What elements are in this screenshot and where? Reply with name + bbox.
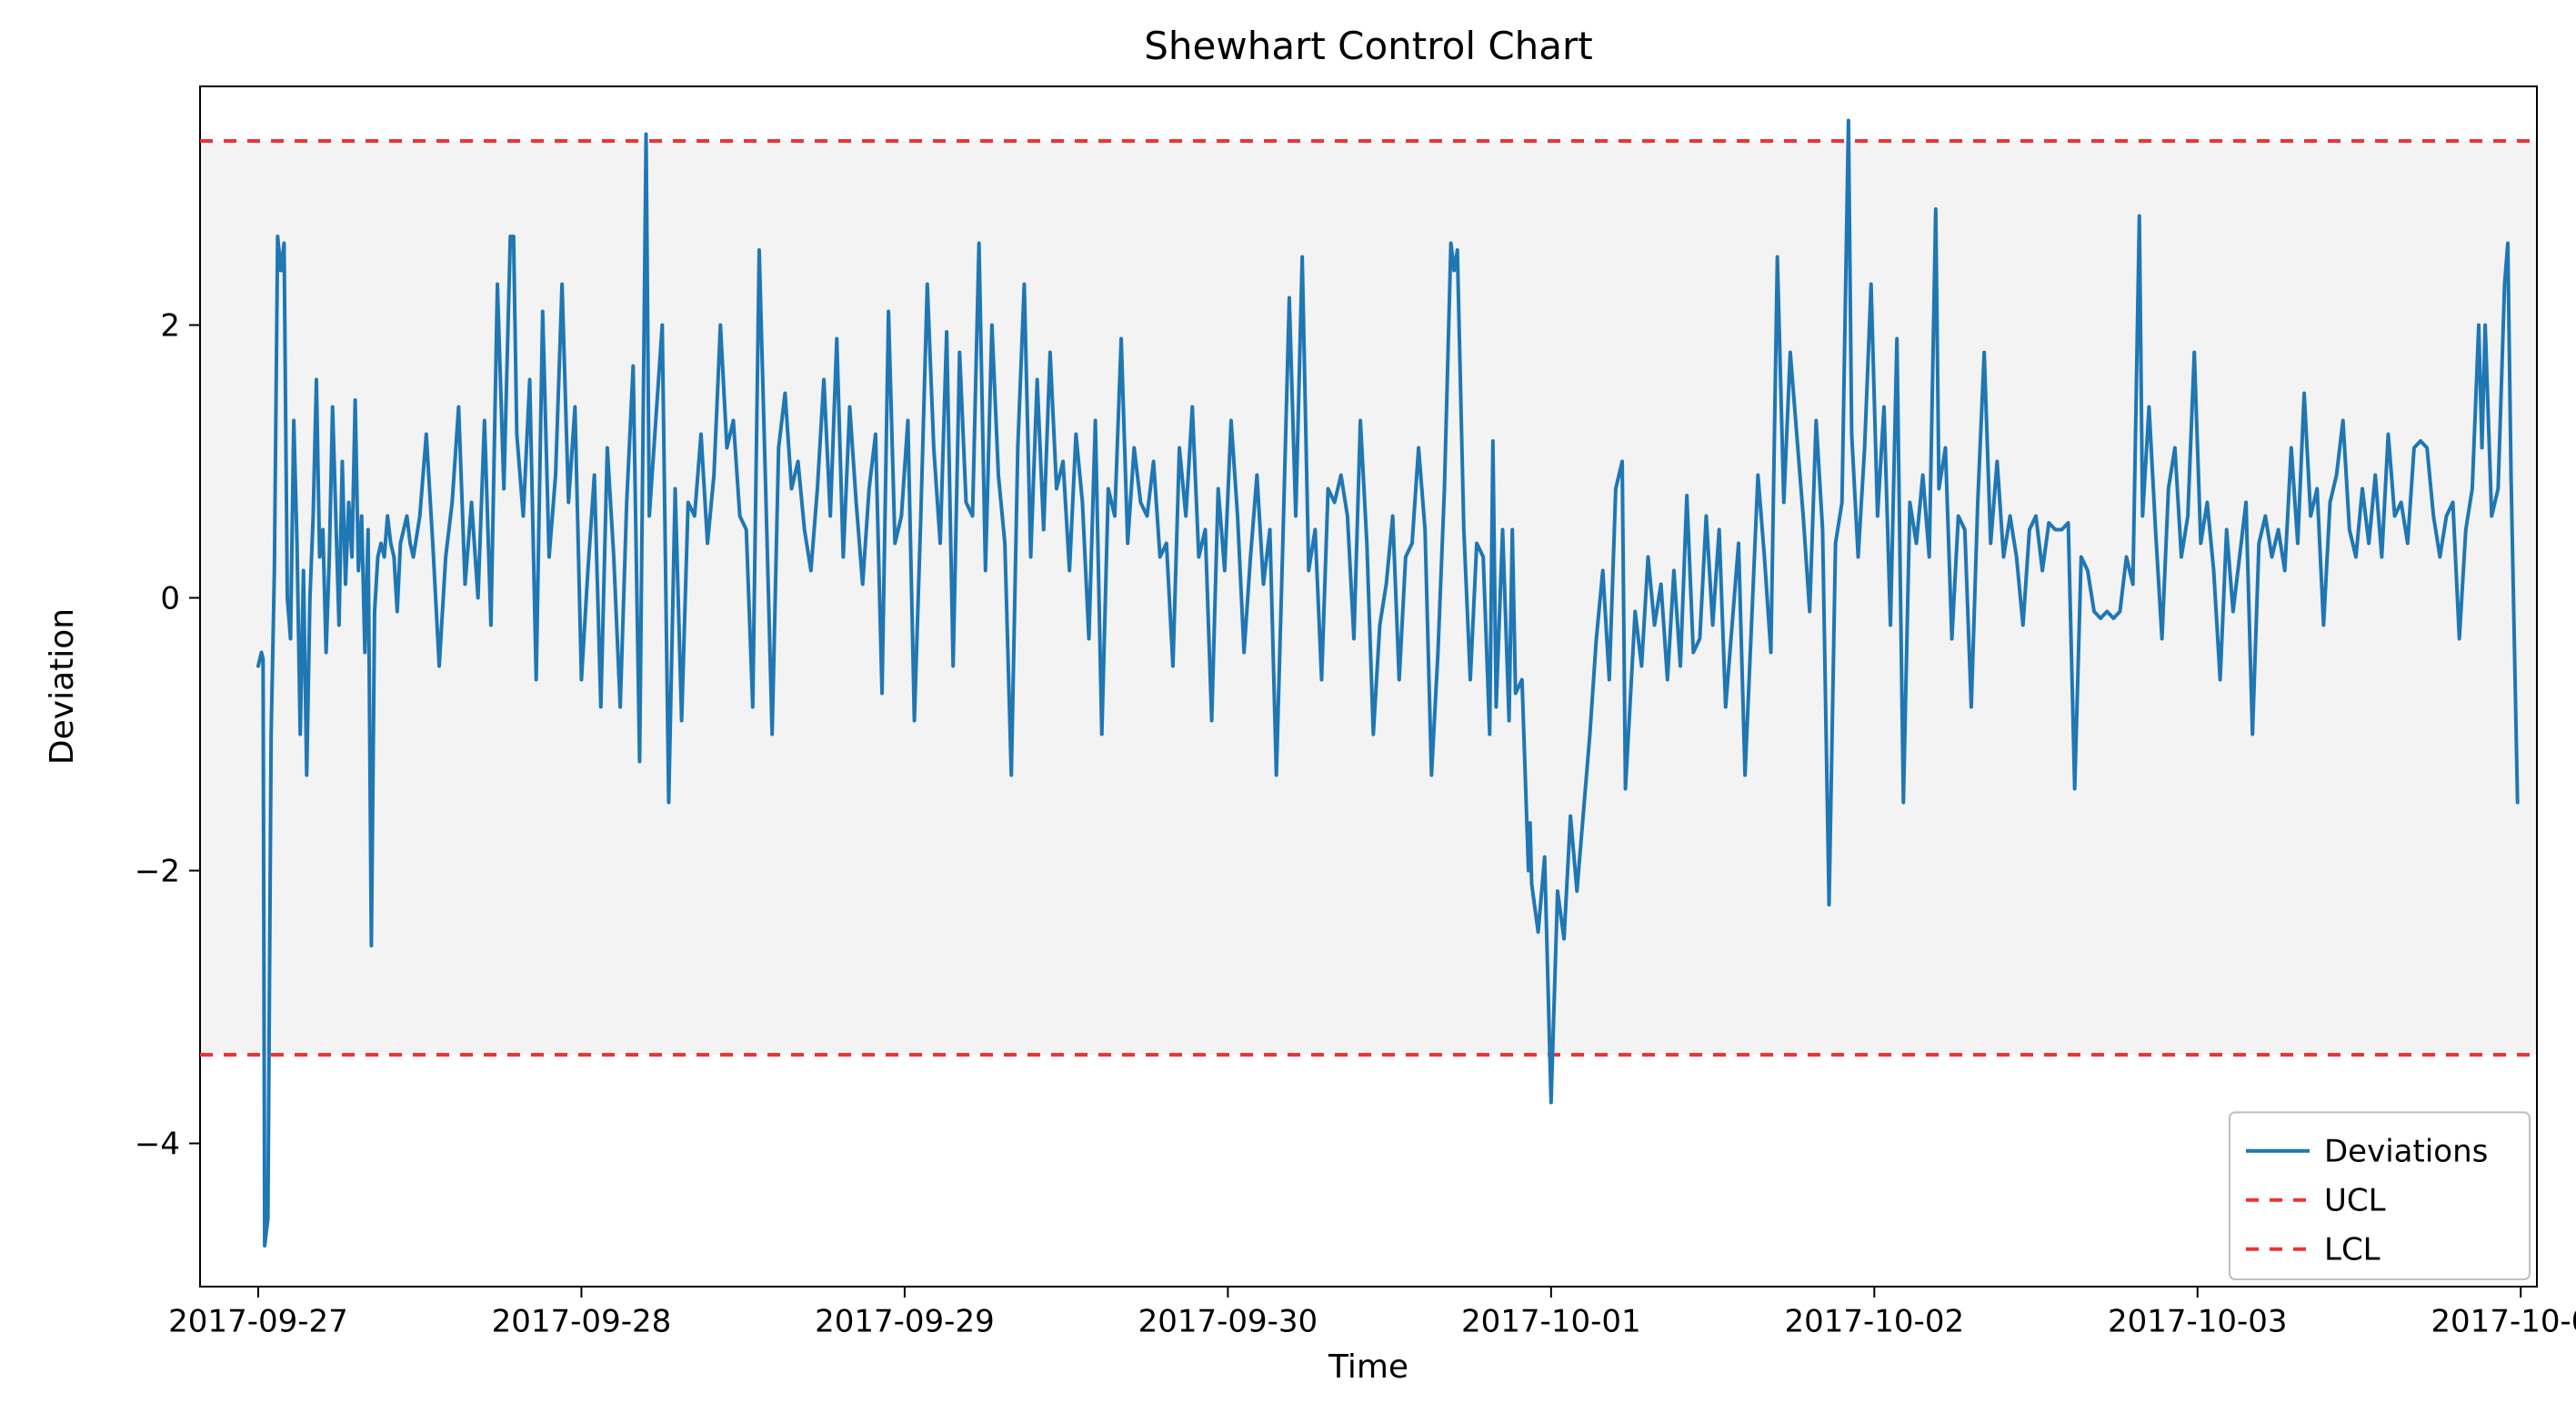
xtick-label: 2017-09-29 <box>815 1303 995 1339</box>
xtick-label: 2017-10-02 <box>1785 1303 1965 1339</box>
legend-label: UCL <box>2324 1183 2386 1219</box>
legend-label: Deviations <box>2324 1134 2488 1170</box>
chart-container: −4 −2 0 2 2017-09-27 2017-09-28 2017-09-29 2017… <box>0 0 2576 1413</box>
xtick-label: 2017-10-04 <box>2431 1303 2576 1339</box>
ytick-label: 0 <box>160 580 180 616</box>
xtick-label: 2017-10-01 <box>1461 1303 1641 1339</box>
control-chart: −4 −2 0 2 2017-09-27 2017-09-28 2017-09-29 2017… <box>0 0 2576 1413</box>
ytick-label: −2 <box>135 853 180 889</box>
legend-label: LCL <box>2324 1232 2381 1268</box>
y-axis-label: Deviation <box>44 608 81 765</box>
xtick-label: 2017-10-03 <box>2108 1303 2288 1339</box>
legend: Deviations UCL LCL <box>2230 1112 2530 1279</box>
ytick-label: 2 <box>160 307 180 344</box>
xtick-label: 2017-09-28 <box>492 1303 672 1339</box>
ytick-label: −4 <box>135 1126 180 1162</box>
x-axis-label: Time <box>1328 1348 1408 1386</box>
xtick-label: 2017-09-27 <box>168 1303 348 1339</box>
xtick-label: 2017-09-30 <box>1138 1303 1318 1339</box>
chart-title: Shewhart Control Chart <box>1144 24 1593 68</box>
